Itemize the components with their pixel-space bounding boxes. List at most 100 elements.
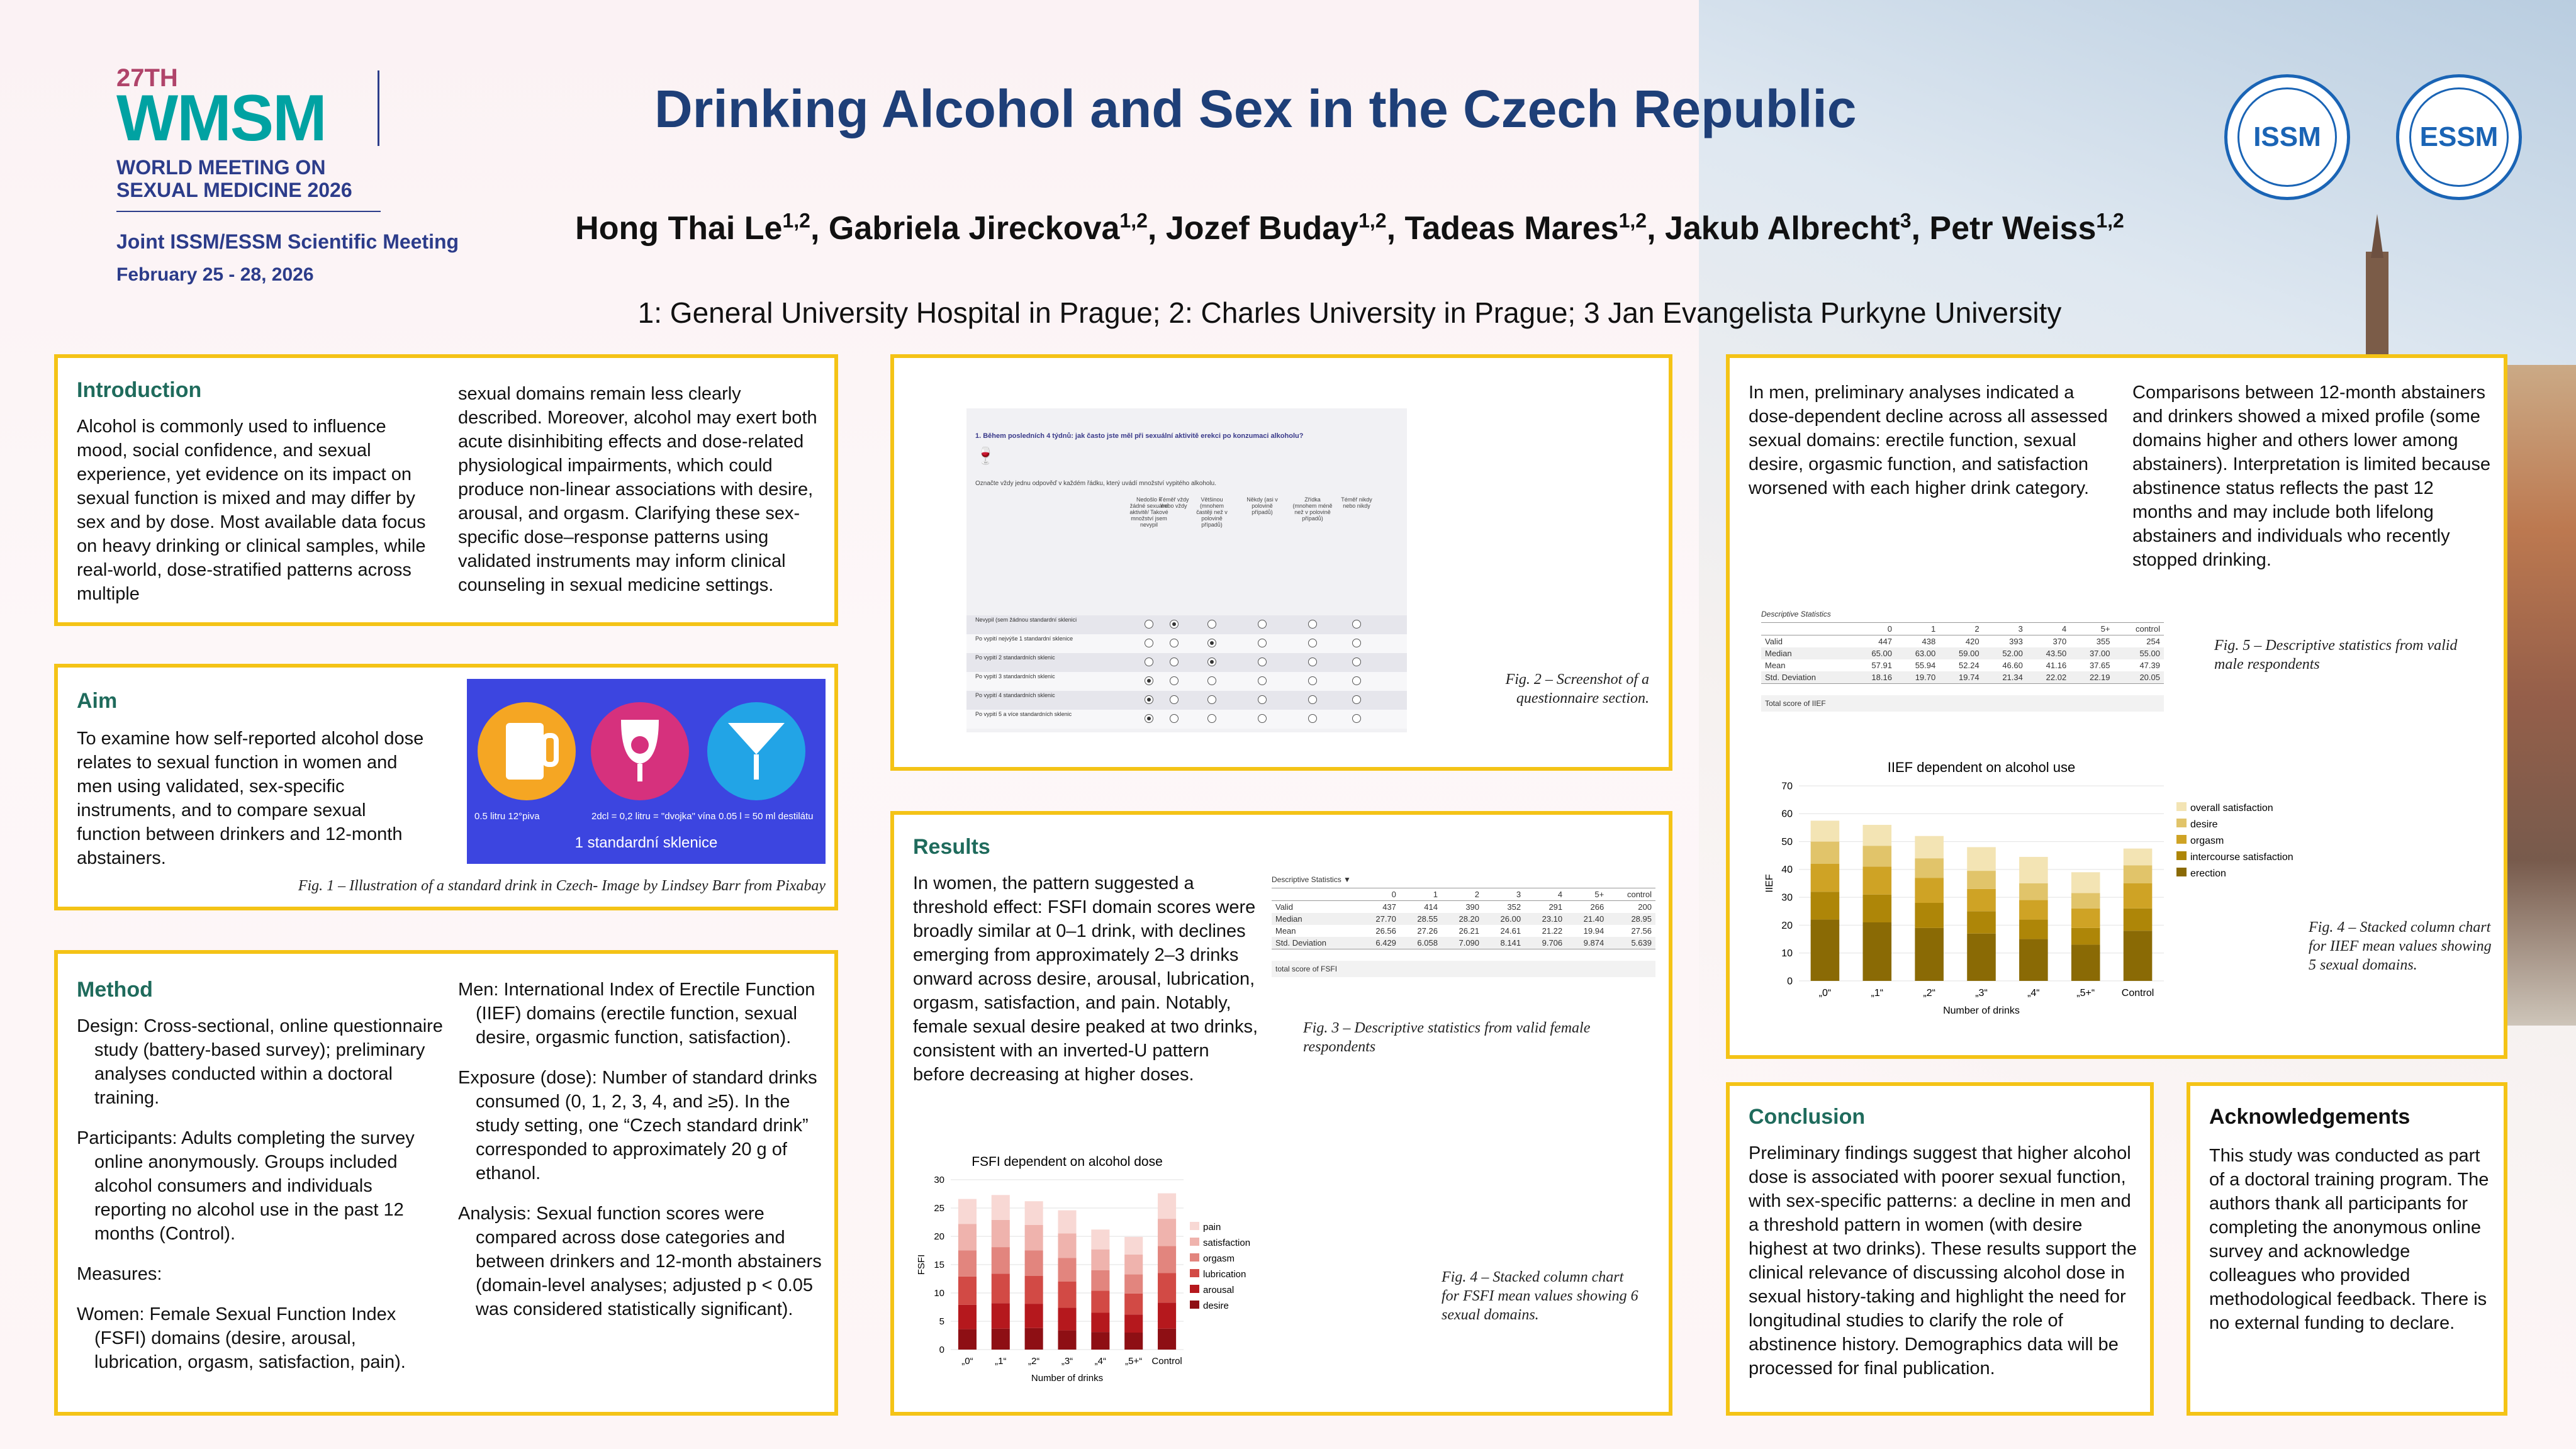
questionnaire-radio[interactable] [1145, 714, 1153, 723]
table-cell: 55.00 [2139, 649, 2160, 658]
questionnaire-radio[interactable] [1308, 657, 1317, 666]
questionnaire-radio[interactable] [1308, 714, 1317, 723]
legend-swatch [1190, 1238, 1199, 1246]
questionnaire-radio[interactable] [1308, 620, 1317, 629]
table-cell: 28.95 [1631, 914, 1652, 924]
questionnaire-radio[interactable] [1258, 714, 1267, 723]
questionnaire-radio[interactable] [1352, 676, 1361, 685]
questionnaire-radio[interactable] [1308, 639, 1317, 647]
legend-label: arousal [1203, 1285, 1234, 1295]
y-tick-label: 20 [934, 1231, 944, 1242]
bar-segment-orgasm [1091, 1270, 1110, 1291]
iief-chart: IIEF dependent on alcohol use 0 10 20 30 40 50… [1764, 759, 2293, 1016]
essm-seal-text: ESSM [2419, 121, 2499, 152]
questionnaire-radio[interactable] [1207, 695, 1216, 704]
questionnaire-radio[interactable] [1258, 676, 1267, 685]
questionnaire-radio[interactable] [1352, 639, 1361, 647]
logo-divider [378, 70, 379, 146]
questionnaire-box: 1. Během posledních 4 týdnů: jak často j… [890, 354, 1672, 771]
bar-segment-erection [1915, 927, 1944, 981]
author-affiliation-sup: 1,2 [1358, 210, 1387, 232]
bar-segment-lubrication [1124, 1293, 1143, 1315]
table-cell: 52.24 [1959, 661, 1980, 670]
fig4-fsfi-caption: Fig. 4 – Stacked column chart for FSFI m… [1442, 1269, 1638, 1323]
questionnaire-row-label: Po vypití 2 standardních sklenic [975, 654, 1055, 661]
legend-swatch [1190, 1269, 1199, 1277]
table-cell: 8.141 [1500, 938, 1521, 948]
bar-segment-desire [958, 1329, 977, 1350]
questionnaire-radio[interactable] [1207, 620, 1216, 629]
questionnaire-radio[interactable] [1258, 639, 1267, 647]
questionnaire-radio[interactable] [1207, 639, 1216, 647]
questionnaire-radio[interactable] [1145, 639, 1153, 647]
questionnaire-radio[interactable] [1352, 657, 1361, 666]
questionnaire-radio[interactable] [1207, 714, 1216, 723]
bar-segment-satisfaction [1124, 1254, 1143, 1275]
bar-segment-desire [1091, 1332, 1110, 1350]
legend-label: pain [1203, 1222, 1221, 1233]
bar-segment-desire [1024, 1328, 1043, 1350]
table-header-cell [1272, 888, 1358, 901]
x-axis-label: Number of drinks [1943, 1005, 2020, 1016]
fsfi-table-footer: total score of FSFI [1272, 961, 1655, 977]
questionnaire-column-header: Zřídka (mnohem méně než v polovině přípa… [1292, 496, 1333, 522]
legend-swatch [1190, 1301, 1199, 1309]
questionnaire-radio[interactable] [1258, 695, 1267, 704]
bar-segment-desire [1810, 841, 1840, 864]
bar-segment-arousal [1091, 1312, 1110, 1333]
table-cell: 352 [1507, 902, 1521, 912]
questionnaire-radio-selected [1172, 622, 1176, 626]
table-cell: 21.34 [2002, 673, 2023, 682]
table-cell: 37.00 [2089, 649, 2110, 658]
questionnaire-row-label: Po vypití nejvýše 1 standardní sklenice [975, 635, 1073, 642]
fig2-caption: Fig. 2 – Screenshot of a questionnaire s… [1505, 671, 1649, 707]
questionnaire-radio[interactable] [1170, 714, 1179, 723]
table-cell: 19.74 [1959, 673, 1980, 682]
table-header-cell [1761, 623, 1852, 635]
wine-stem-icon [637, 764, 642, 781]
questionnaire-radio[interactable] [1170, 695, 1179, 704]
table-row: Std. Deviation 6.429 6.058 7.090 8.141 9.706 9… [1272, 937, 1655, 949]
bar-segment-pain [1158, 1193, 1177, 1219]
questionnaire-radio[interactable] [1145, 657, 1153, 666]
questionnaire-radio[interactable] [1145, 695, 1153, 704]
table-header-cell: 4 [2061, 624, 2067, 634]
legend-label: orgasm [2190, 836, 2224, 846]
questionnaire-radio[interactable] [1170, 639, 1179, 647]
questionnaire-radio[interactable] [1258, 657, 1267, 666]
introduction-box: Introduction Alcohol is commonly used to… [54, 354, 838, 626]
bar-segment-satisfaction [1058, 1233, 1077, 1258]
iief-table-grid: 0 1 2 3 4 5+ control Valid 447 438 420 393 370 355 254… [1761, 622, 2164, 684]
table-cell: 414 [1424, 902, 1438, 912]
questionnaire-radio[interactable] [1258, 620, 1267, 629]
x-axis-label: Number of drinks [1031, 1373, 1103, 1384]
conclusion-heading: Conclusion [1749, 1105, 1866, 1129]
bar-segment-intercourse-satisfaction [1967, 911, 1996, 934]
questionnaire-radio[interactable] [1145, 676, 1153, 685]
questionnaire-radio[interactable] [1352, 714, 1361, 723]
x-tick-label: Control [1151, 1356, 1182, 1367]
questionnaire-radio[interactable] [1352, 695, 1361, 704]
questionnaire-radio[interactable] [1170, 620, 1179, 629]
bar-segment-satisfaction [1158, 1219, 1177, 1246]
legend-label: overall satisfaction [2190, 803, 2273, 814]
questionnaire-radio[interactable] [1145, 620, 1153, 629]
table-header-cell: 2 [1474, 890, 1480, 899]
questionnaire-radio[interactable] [1207, 676, 1216, 685]
questionnaire-radio[interactable] [1170, 676, 1179, 685]
table-cell: 7.090 [1459, 938, 1480, 948]
bar-segment-intercourse-satisfaction [1915, 903, 1944, 928]
questionnaire-radio[interactable] [1308, 676, 1317, 685]
issm-seal: ISSM [2224, 74, 2350, 200]
author-affiliation-sup: 1,2 [1119, 210, 1148, 232]
questionnaire-radio[interactable] [1308, 695, 1317, 704]
questionnaire-radio[interactable] [1170, 657, 1179, 666]
bar-segment-orgasm [2019, 900, 2048, 920]
table-cell: 254 [2146, 637, 2160, 646]
x-tick-label: „5+“ [1125, 1356, 1142, 1367]
questionnaire-radio[interactable] [1352, 620, 1361, 629]
table-header-cell: 5+ [2100, 624, 2110, 634]
questionnaire-row [966, 615, 1407, 634]
bar-segment-intercourse-satisfaction [2071, 927, 2100, 945]
questionnaire-radio[interactable] [1207, 657, 1216, 666]
